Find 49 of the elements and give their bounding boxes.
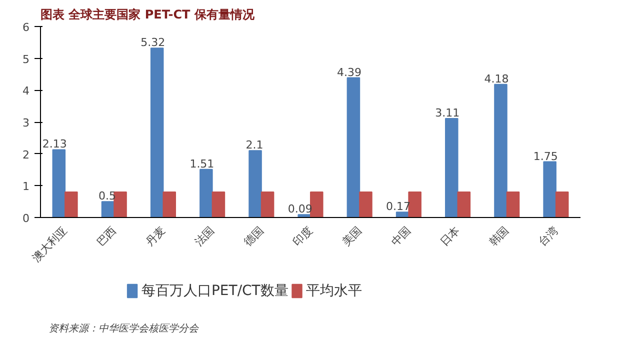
bar [114, 192, 127, 218]
data-label: 2.13 [42, 138, 67, 151]
bar [506, 192, 520, 218]
data-label: 3.11 [435, 106, 460, 120]
bar [212, 192, 226, 218]
y-tick-label: 3 [22, 116, 30, 130]
bar [52, 149, 66, 218]
bar [457, 192, 471, 218]
bar [150, 48, 164, 218]
x-tick-label: 法国 [192, 224, 217, 249]
bar [494, 84, 508, 218]
x-tick-label: 丹麦 [143, 224, 168, 249]
bar [346, 77, 360, 218]
text: 资料来源：中华医学会核医学分会 [48, 322, 200, 334]
data-label: 4.39 [336, 66, 362, 79]
y-tick-label: 6 [22, 21, 30, 34]
bar [555, 192, 569, 218]
x-tick-label: 巴西 [94, 224, 119, 249]
x-tick-label: 台湾 [536, 224, 561, 249]
x-tick-label: 韩国 [486, 224, 512, 249]
bar [310, 192, 324, 218]
data-label: 5.32 [140, 36, 166, 50]
bar [248, 150, 262, 218]
bar [408, 192, 422, 218]
x-tick-label: 美国 [340, 224, 364, 249]
bar [64, 192, 78, 218]
legend-label: 平均水平 [306, 282, 362, 299]
y-tick-label: 0 [22, 212, 30, 225]
x-tick-label: 澳大利亚 [30, 224, 70, 265]
bar [543, 161, 556, 218]
bar [200, 168, 213, 218]
bar [260, 192, 274, 218]
bar [162, 192, 176, 218]
data-label: 1.75 [533, 150, 558, 163]
y-tick-label: 2 [22, 148, 30, 162]
bar [359, 192, 372, 218]
y-tick-label: 5 [22, 52, 30, 66]
y-tick-label: 4 [22, 84, 30, 98]
data-label: 4.18 [484, 72, 509, 86]
x-tick-label: 日本 [438, 224, 462, 249]
y-tick-label: 1 [22, 180, 30, 194]
data-label: 2.1 [246, 138, 264, 152]
x-tick-label: 德国 [241, 224, 266, 249]
chart-title: 图表 全球主要国家 PET-CT 保有量情况 [40, 8, 256, 22]
data-label: 1.51 [190, 157, 214, 170]
bar [445, 118, 458, 218]
x-tick-label: 中国 [388, 224, 414, 249]
x-tick-label: 印度 [290, 224, 316, 249]
legend-label: 每百万人口PET/CT数量 [141, 282, 288, 299]
